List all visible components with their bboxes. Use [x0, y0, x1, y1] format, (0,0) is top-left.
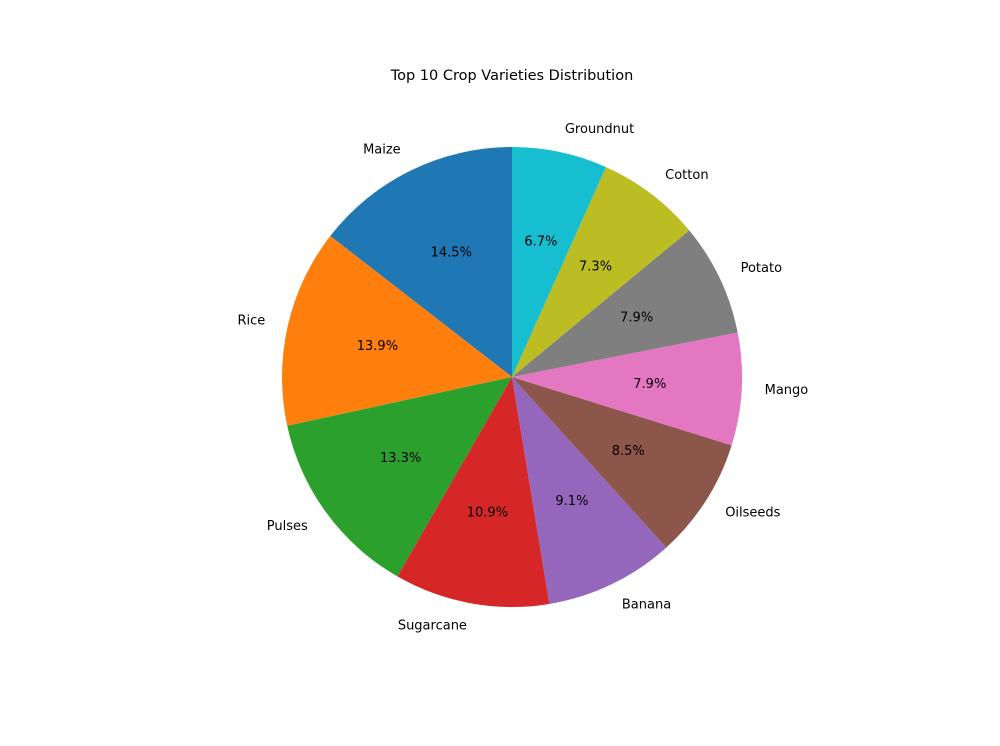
pie-slice-banana: [512, 377, 667, 604]
slice-percent-oilseeds: 8.5%: [612, 444, 645, 459]
pie-slices: [282, 147, 743, 608]
pie-slice-rice: [282, 236, 512, 426]
pie-slice-maize: [330, 147, 512, 377]
pie-labels: Maize 14.5% Rice 13.9% Pulses 13.3% Sugarcane 1…: [237, 122, 808, 633]
slice-label-pulses: Pulses: [267, 519, 308, 534]
pie-slice-sugarcane: [397, 377, 550, 608]
slice-label-oilseeds: Oilseeds: [725, 506, 780, 521]
pie-slice-mango: [512, 332, 743, 446]
slice-percent-groundnut: 6.7%: [524, 235, 557, 250]
slice-label-banana: Banana: [622, 597, 671, 612]
slice-label-cotton: Cotton: [665, 168, 708, 183]
slice-percent-pulses: 13.3%: [380, 451, 421, 466]
slice-percent-sugarcane: 10.9%: [467, 505, 508, 520]
slice-label-mango: Mango: [765, 383, 809, 398]
chart-title: Top 10 Crop Varieties Distribution: [390, 68, 634, 84]
slice-label-maize: Maize: [363, 142, 401, 157]
pie-slice-potato: [512, 230, 738, 377]
slice-percent-maize: 14.5%: [431, 246, 472, 261]
pie-slice-cotton: [512, 167, 690, 377]
slice-label-rice: Rice: [237, 314, 265, 329]
slice-label-groundnut: Groundnut: [565, 122, 634, 137]
slice-percent-banana: 9.1%: [555, 494, 588, 509]
slice-percent-rice: 13.9%: [357, 339, 398, 354]
slice-percent-mango: 7.9%: [633, 377, 666, 392]
slice-label-sugarcane: Sugarcane: [398, 618, 467, 633]
slice-label-potato: Potato: [741, 261, 782, 276]
pie-slice-groundnut: [512, 147, 606, 377]
slice-percent-cotton: 7.3%: [579, 260, 612, 275]
pie-slice-oilseeds: [512, 377, 732, 548]
slice-percent-potato: 7.9%: [620, 310, 653, 325]
pie-slice-pulses: [287, 377, 512, 577]
